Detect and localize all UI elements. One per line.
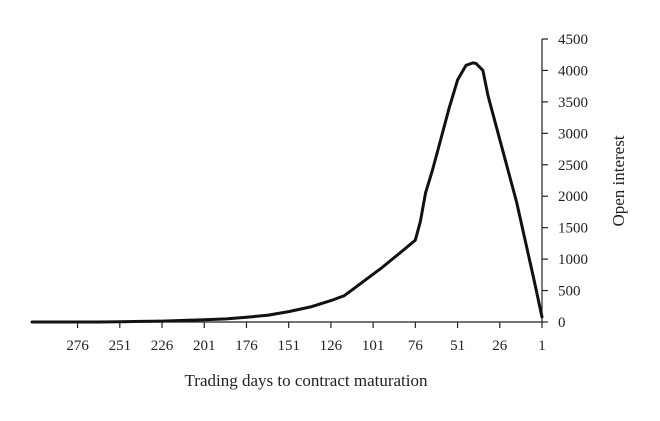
x-tick-label: 251 — [109, 338, 132, 354]
x-tick-label: 201 — [193, 338, 216, 354]
x-tick-label: 151 — [277, 338, 300, 354]
x-tick-label: 226 — [151, 338, 174, 354]
x-tick-label: 176 — [235, 338, 258, 354]
x-tick-label: 276 — [66, 338, 89, 354]
x-tick-label: 76 — [408, 338, 424, 354]
x-tick-label: 51 — [450, 338, 465, 354]
y-tick-label: 2000 — [558, 189, 588, 205]
open-interest-line — [30, 61, 544, 324]
y-tick-label: 3000 — [558, 126, 588, 142]
y-axis: 0 500 1000 1500 2000 2500 3000 3500 4000 4500 — [541, 32, 588, 331]
x-tick-label: 126 — [320, 338, 343, 354]
y-tick-label: 1000 — [558, 252, 588, 268]
y-tick-label: 2500 — [558, 158, 588, 174]
y-axis-title: Open interest — [609, 135, 628, 226]
y-tick-label: 1500 — [558, 221, 588, 237]
plot-area — [30, 61, 544, 324]
y-tick-label: 3500 — [558, 95, 588, 111]
y-tick-label: 0 — [558, 315, 566, 331]
x-axis-title: Trading days to contract maturation — [185, 371, 428, 390]
x-tick-label: 26 — [492, 338, 508, 354]
x-tick-label: 1 — [538, 338, 546, 354]
x-axis: 276 251 226 201 176 151 126 101 76 51 26 1 — [32, 321, 546, 354]
y-tick-label: 500 — [558, 284, 581, 300]
y-tick-label: 4500 — [558, 32, 588, 48]
y-tick-label: 4000 — [558, 63, 588, 79]
x-tick-label: 101 — [362, 338, 385, 354]
